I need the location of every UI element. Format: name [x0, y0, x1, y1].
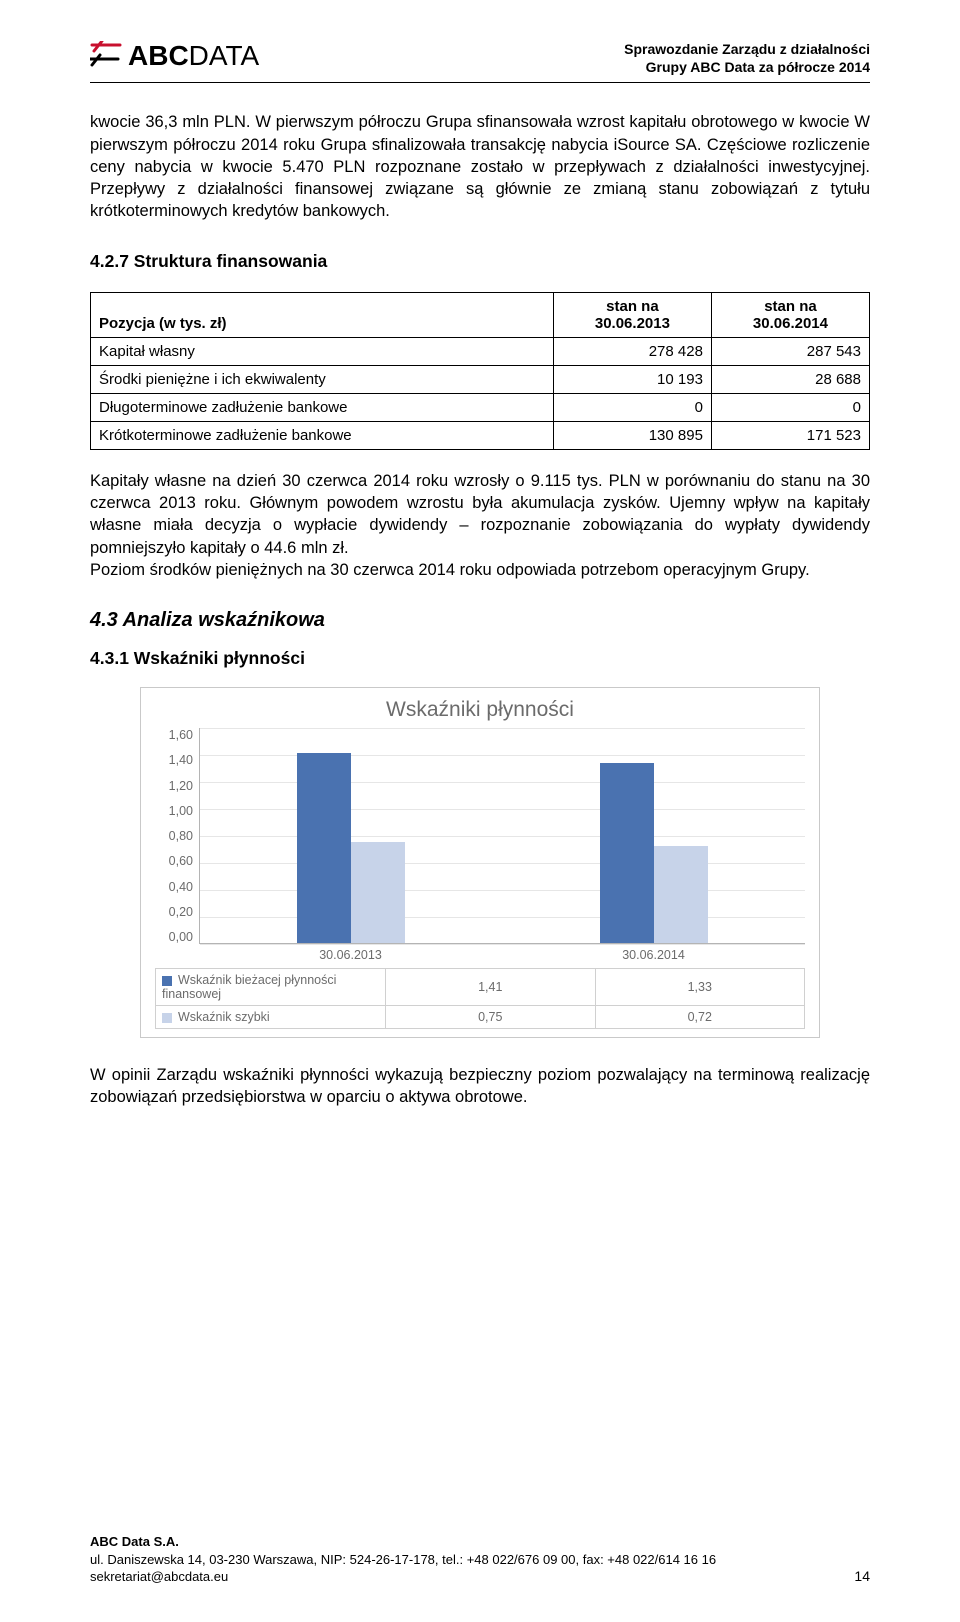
chart-title: Wskaźniki płynności [155, 698, 805, 722]
ytick: 0,40 [169, 880, 193, 894]
col1-h1: stan na [562, 298, 703, 315]
row3-label: Krótkoterminowe zadłużenie bankowe [91, 421, 554, 449]
ytick: 1,20 [169, 779, 193, 793]
legend-swatch-icon [162, 976, 172, 986]
xlabel-1: 30.06.2014 [502, 944, 805, 962]
legend-v1-1: 0,75 [386, 1006, 596, 1029]
paragraph-2: Kapitały własne na dzień 30 czerwca 2014… [90, 470, 870, 559]
page-number: 14 [854, 1567, 870, 1586]
row1-v1: 10 193 [553, 365, 711, 393]
header-title: Sprawozdanie Zarządu z działalności Grup… [624, 40, 870, 76]
chart-legend-table: Wskaźnik bieżacej płynności finansowej 1… [155, 968, 805, 1029]
header-rule [90, 82, 870, 83]
table-row: Środki pieniężne i ich ekwiwalenty 10 19… [91, 365, 870, 393]
financing-structure-table: Pozycja (w tys. zł) stan na 30.06.2013 s… [90, 292, 870, 450]
row2-label: Długoterminowe zadłużenie bankowe [91, 393, 554, 421]
table-col-header-2: stan na 30.06.2014 [711, 292, 869, 337]
legend-label-cell: Wskaźnik bieżacej płynności finansowej [156, 969, 386, 1006]
row3-v2: 171 523 [711, 421, 869, 449]
header-title-line2: Grupy ABC Data za półrocze 2014 [624, 58, 870, 76]
paragraph-1: kwocie 36,3 mln PLN. W pierwszym półrocz… [90, 111, 870, 222]
page-footer: ABC Data S.A. ul. Daniszewska 14, 03-230… [90, 1533, 870, 1586]
legend-v2-1: 0,72 [595, 1006, 805, 1029]
footer-address: ul. Daniszewska 14, 03-230 Warszawa, NIP… [90, 1551, 870, 1569]
ytick: 0,20 [169, 905, 193, 919]
header-title-line1: Sprawozdanie Zarządu z działalności [624, 40, 870, 58]
row1-label: Środki pieniężne i ich ekwiwalenty [91, 365, 554, 393]
company-logo: ABCDATA [90, 40, 259, 72]
legend-v2-0: 1,33 [595, 969, 805, 1006]
logo-mark-icon [90, 41, 124, 71]
ytick: 0,60 [169, 854, 193, 868]
col2-h2: 30.06.2014 [720, 315, 861, 332]
table-row: Kapitał własny 278 428 287 543 [91, 337, 870, 365]
chart-x-labels: 30.06.2013 30.06.2014 [199, 944, 805, 962]
row1-v2: 28 688 [711, 365, 869, 393]
chart-bars-area [199, 728, 805, 944]
liquidity-chart: Wskaźniki płynności 1,60 1,40 1,20 1,00 … [140, 687, 820, 1038]
legend-label-1: Wskaźnik szybki [178, 1010, 270, 1024]
legend-label-cell: Wskaźnik szybki [156, 1006, 386, 1029]
row0-v2: 287 543 [711, 337, 869, 365]
page-header: ABCDATA Sprawozdanie Zarządu z działalno… [90, 40, 870, 76]
legend-row: Wskaźnik szybki 0,75 0,72 [156, 1006, 805, 1029]
table-col-header-0: Pozycja (w tys. zł) [91, 292, 554, 337]
ytick: 1,60 [169, 728, 193, 742]
heading-4-3: 4.3 Analiza wskaźnikowa [90, 609, 870, 632]
col2-h1: stan na [720, 298, 861, 315]
ytick: 1,40 [169, 753, 193, 767]
row3-v1: 130 895 [553, 421, 711, 449]
row2-v2: 0 [711, 393, 869, 421]
legend-label-0: Wskaźnik bieżacej płynności finansowej [162, 973, 336, 1001]
ytick: 1,00 [169, 804, 193, 818]
col1-h2: 30.06.2013 [562, 315, 703, 332]
paragraph-3: Poziom środków pieniężnych na 30 czerwca… [90, 559, 870, 581]
footer-company: ABC Data S.A. [90, 1533, 870, 1551]
chart-plot-area: 1,60 1,40 1,20 1,00 0,80 0,60 0,40 0,20 … [155, 728, 805, 944]
heading-4-3-1: 4.3.1 Wskaźniki płynności [90, 648, 870, 669]
table-row: Krótkoterminowe zadłużenie bankowe 130 8… [91, 421, 870, 449]
table-row: Długoterminowe zadłużenie bankowe 0 0 [91, 393, 870, 421]
table-col-header-1: stan na 30.06.2013 [553, 292, 711, 337]
ytick: 0,00 [169, 930, 193, 944]
legend-row: Wskaźnik bieżacej płynności finansowej 1… [156, 969, 805, 1006]
heading-4-2-7: 4.2.7 Struktura finansowania [90, 251, 870, 272]
logo-text-main: ABC [128, 40, 189, 71]
legend-v1-0: 1,41 [386, 969, 596, 1006]
logo-text-sub: DATA [189, 40, 260, 71]
row0-label: Kapitał własny [91, 337, 554, 365]
chart-y-axis: 1,60 1,40 1,20 1,00 0,80 0,60 0,40 0,20 … [155, 728, 199, 944]
row0-v1: 278 428 [553, 337, 711, 365]
footer-email: sekretariat@abcdata.eu [90, 1568, 870, 1586]
row2-v1: 0 [553, 393, 711, 421]
paragraph-4: W opinii Zarządu wskaźniki płynności wyk… [90, 1064, 870, 1109]
logo-text: ABCDATA [128, 40, 259, 72]
ytick: 0,80 [169, 829, 193, 843]
legend-swatch-icon [162, 1013, 172, 1023]
xlabel-0: 30.06.2013 [199, 944, 502, 962]
